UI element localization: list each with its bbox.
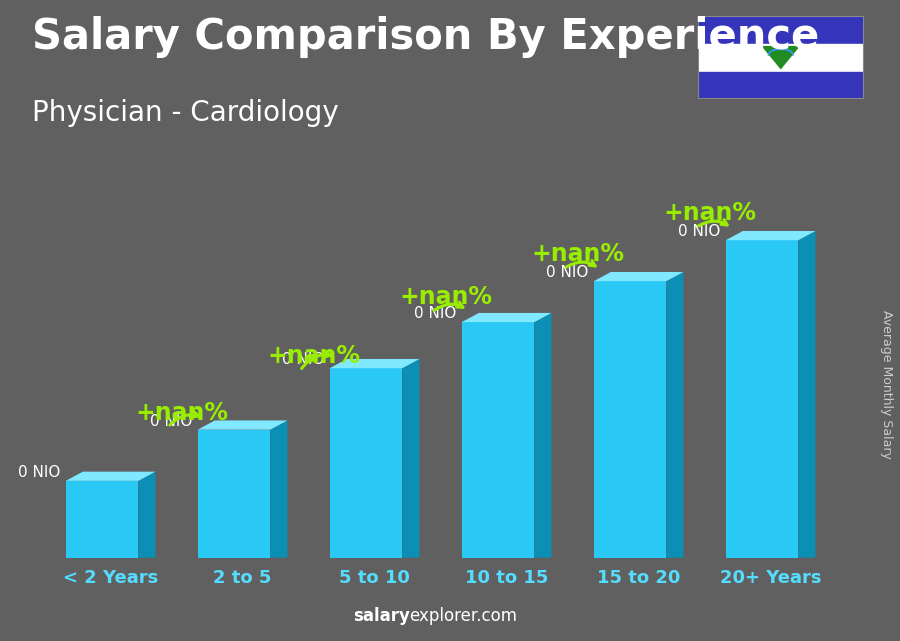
Text: +nan%: +nan% — [531, 242, 624, 266]
Text: 0 NIO: 0 NIO — [414, 306, 456, 321]
Text: +nan%: +nan% — [663, 201, 756, 225]
Text: explorer.com: explorer.com — [410, 607, 518, 625]
Polygon shape — [66, 472, 156, 481]
Polygon shape — [329, 359, 419, 368]
Polygon shape — [535, 313, 552, 558]
Text: < 2 Years: < 2 Years — [63, 569, 158, 587]
Text: 10 to 15: 10 to 15 — [465, 569, 548, 587]
Text: Physician - Cardiology: Physician - Cardiology — [32, 99, 338, 128]
Polygon shape — [594, 272, 683, 281]
Bar — [698, 16, 864, 44]
Text: Salary Comparison By Experience: Salary Comparison By Experience — [32, 16, 819, 58]
Text: 0 NIO: 0 NIO — [150, 413, 193, 429]
Polygon shape — [666, 272, 683, 558]
Text: 0 NIO: 0 NIO — [678, 224, 720, 239]
Polygon shape — [402, 359, 419, 558]
Text: 0 NIO: 0 NIO — [282, 352, 324, 367]
Text: 0 NIO: 0 NIO — [546, 265, 589, 280]
Polygon shape — [462, 313, 552, 322]
Polygon shape — [798, 231, 815, 558]
Polygon shape — [66, 481, 139, 558]
Text: +nan%: +nan% — [399, 285, 492, 310]
Text: salary: salary — [353, 607, 410, 625]
Polygon shape — [329, 368, 402, 558]
Text: 15 to 20: 15 to 20 — [597, 569, 680, 587]
Polygon shape — [725, 240, 798, 558]
Polygon shape — [198, 420, 287, 429]
Polygon shape — [462, 322, 535, 558]
Polygon shape — [139, 472, 156, 558]
Polygon shape — [198, 429, 270, 558]
Polygon shape — [725, 231, 815, 240]
Polygon shape — [761, 46, 800, 69]
Polygon shape — [594, 281, 666, 558]
Bar — [698, 72, 864, 99]
Polygon shape — [270, 420, 287, 558]
Text: +nan%: +nan% — [267, 344, 360, 368]
Text: Average Monthly Salary: Average Monthly Salary — [880, 310, 893, 459]
Text: 2 to 5: 2 to 5 — [213, 569, 272, 587]
Text: 5 to 10: 5 to 10 — [339, 569, 410, 587]
Bar — [698, 44, 864, 72]
Text: +nan%: +nan% — [135, 401, 228, 424]
Text: 0 NIO: 0 NIO — [18, 465, 60, 480]
Text: 20+ Years: 20+ Years — [720, 569, 822, 587]
